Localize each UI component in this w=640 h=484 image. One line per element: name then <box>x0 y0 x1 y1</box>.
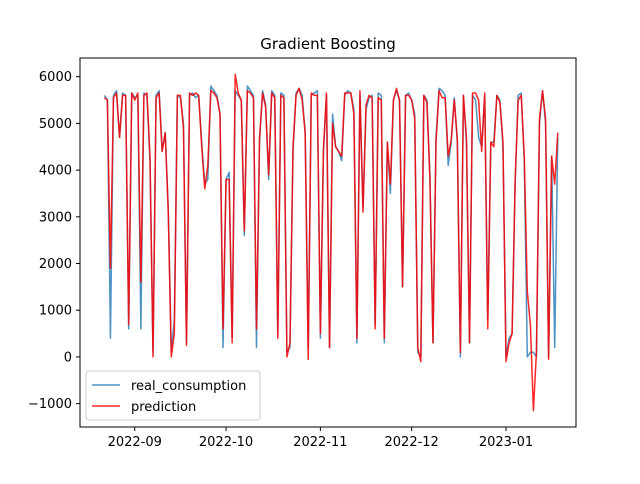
series-layer <box>103 73 559 412</box>
y-tick-label: 3000 <box>39 210 72 225</box>
y-tick-label: 6000 <box>39 70 72 85</box>
y-tick-label: 1000 <box>39 304 72 319</box>
x-axis: 2022-09 2022-10 2022-11 2022-12 2023-01 <box>108 427 533 450</box>
legend-label-real-consumption: real_consumption <box>131 379 246 394</box>
x-tick-label: 2022-12 <box>385 435 439 450</box>
legend: real_consumption prediction <box>85 370 261 421</box>
chart-title: Gradient Boosting <box>260 35 396 53</box>
y-tick-label: 0 <box>64 350 72 365</box>
x-tick-label: 2022-11 <box>293 435 347 450</box>
y-tick-label: −1000 <box>28 397 72 412</box>
x-tick-label: 2022-10 <box>199 435 253 450</box>
y-tick-label: 5000 <box>39 117 72 132</box>
x-tick-label: 2022-09 <box>108 435 162 450</box>
y-tick-label: 2000 <box>39 257 72 272</box>
legend-label-prediction: prediction <box>131 400 196 415</box>
series-line-prediction <box>103 73 559 412</box>
x-tick-label: 2023-01 <box>479 435 533 450</box>
y-tick-label: 4000 <box>39 164 72 179</box>
plot-frame <box>79 57 577 428</box>
legend-box <box>85 370 261 421</box>
y-axis: −1000 0 1000 2000 3000 4000 5000 6000 <box>28 70 80 412</box>
